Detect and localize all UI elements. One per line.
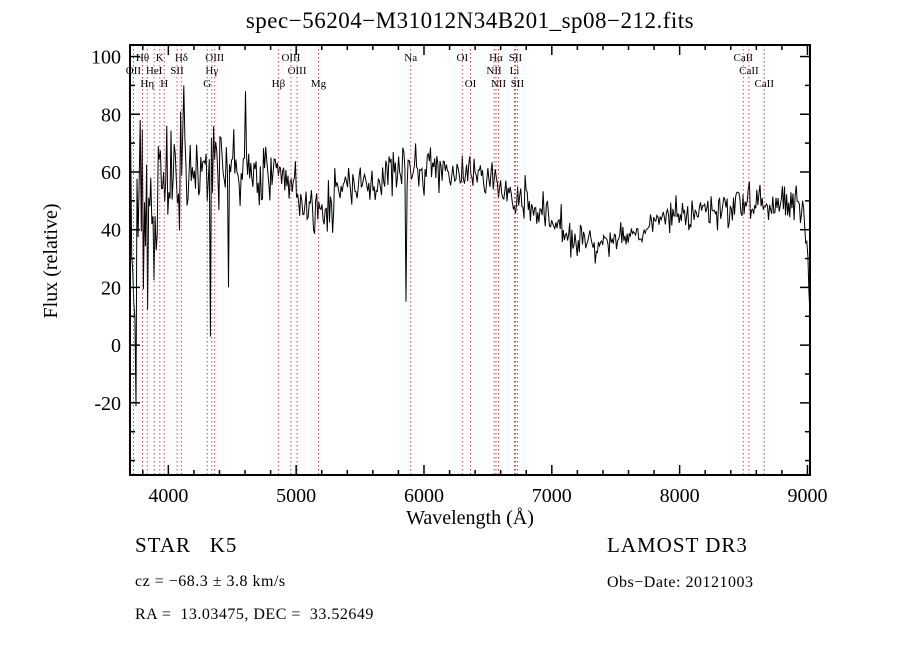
y-tick-label: 20 [101,277,121,299]
spectral-line-label: K [156,52,164,64]
x-tick-label: 8000 [660,485,700,507]
spectral-line-label: Mg [311,78,327,90]
spectral-line-label: SII [511,78,525,90]
y-axis-label: Flux (relative) [40,203,62,319]
spectral-line-label: OII [126,65,142,77]
y-tick-label: 40 [101,220,121,242]
spectral-line-label: G [203,78,211,90]
spectral-line-label: CaII [739,65,759,77]
plot-title: spec−56204−M31012N34B201_sp08−212.fits [245,8,695,33]
spectral-line-label: Hθ [136,52,149,64]
spectral-line-label: H [160,78,168,90]
spectral-line-label: Li [510,65,520,77]
y-tick-label: 0 [111,335,121,357]
spectral-line-label: Hδ [175,52,188,64]
survey-label: LAMOST DR3 [607,533,748,557]
ra-dec-label: RA = 13.03475, DEC = 33.52649 [135,606,374,623]
spectral-line-label: CaII [734,52,754,64]
x-tick-label: 9000 [787,485,827,507]
spectral-line-label: Na [404,52,417,64]
object-class-label: STAR K5 [135,533,238,557]
y-tick-label: -20 [94,393,121,415]
spectral-line-label: OI [465,78,477,90]
spectral-line-label: Hη [140,78,154,90]
spectral-line-label: HeI [146,65,163,77]
spectral-line-label: CaII [754,78,774,90]
x-tick-label: 5000 [276,485,316,507]
obs-date-label: Obs−Date: 20121003 [607,574,754,591]
spectral-line-label: OIII [281,52,300,64]
y-tick-label: 100 [91,47,121,69]
spectral-line-label: Hα [489,52,503,64]
cz-value: cz = −68.3 ± 3.8 km/s [135,573,286,590]
spectral-line-label: NII [486,65,502,77]
y-tick-label: 60 [101,162,121,184]
x-axis-label: Wavelength (Å) [406,507,534,529]
x-tick-label: 7000 [532,485,572,507]
spectral-line-label: OIII [205,52,224,64]
x-tick-label: 4000 [148,485,188,507]
spectral-line-label: SII [170,65,184,77]
spectral-line-label: OI [457,52,469,64]
y-tick-label: 80 [101,104,121,126]
x-tick-label: 6000 [404,485,444,507]
spectral-line-label: Hβ [272,78,286,90]
spectral-line-label: SII [509,52,523,64]
spectral-line-label: NII [491,78,507,90]
spectral-line-label: OIII [288,65,307,77]
spectral-line-label: Hγ [205,65,218,77]
axis-frame [129,44,811,476]
